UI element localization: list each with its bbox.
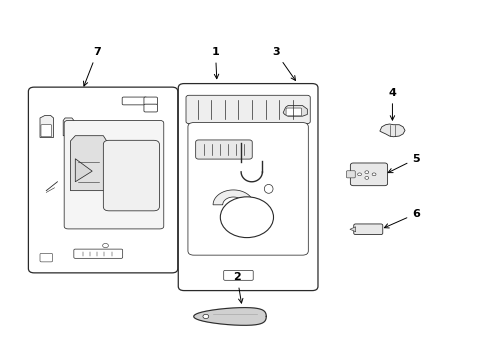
Polygon shape [193, 307, 265, 325]
Polygon shape [283, 105, 307, 116]
FancyBboxPatch shape [143, 104, 157, 112]
Text: 2: 2 [233, 273, 243, 303]
FancyBboxPatch shape [64, 121, 163, 229]
FancyBboxPatch shape [223, 270, 253, 280]
Polygon shape [63, 118, 74, 136]
Ellipse shape [220, 197, 273, 238]
Ellipse shape [364, 176, 368, 179]
Text: 6: 6 [384, 209, 419, 228]
Ellipse shape [371, 173, 375, 176]
FancyBboxPatch shape [178, 84, 317, 291]
FancyBboxPatch shape [353, 224, 382, 235]
Polygon shape [75, 159, 92, 182]
Ellipse shape [364, 171, 368, 174]
Polygon shape [349, 227, 355, 232]
Text: 1: 1 [211, 48, 219, 79]
FancyBboxPatch shape [185, 95, 309, 123]
Text: 5: 5 [387, 154, 419, 173]
FancyBboxPatch shape [195, 140, 252, 159]
Ellipse shape [357, 173, 361, 176]
FancyBboxPatch shape [187, 123, 308, 255]
Polygon shape [213, 190, 253, 205]
FancyBboxPatch shape [285, 108, 301, 116]
Text: 4: 4 [387, 88, 396, 120]
FancyBboxPatch shape [40, 253, 53, 262]
FancyBboxPatch shape [346, 171, 354, 178]
Ellipse shape [102, 243, 108, 248]
FancyBboxPatch shape [41, 125, 52, 137]
FancyBboxPatch shape [122, 97, 146, 105]
FancyBboxPatch shape [143, 97, 157, 105]
Polygon shape [379, 124, 404, 137]
FancyBboxPatch shape [103, 140, 159, 211]
Ellipse shape [66, 127, 71, 130]
FancyBboxPatch shape [28, 87, 178, 273]
Polygon shape [40, 116, 53, 138]
Ellipse shape [264, 184, 272, 193]
Polygon shape [70, 136, 106, 191]
Text: 7: 7 [83, 48, 101, 86]
FancyBboxPatch shape [350, 163, 387, 186]
Text: 3: 3 [271, 48, 295, 80]
Ellipse shape [203, 314, 208, 319]
FancyBboxPatch shape [74, 249, 122, 258]
